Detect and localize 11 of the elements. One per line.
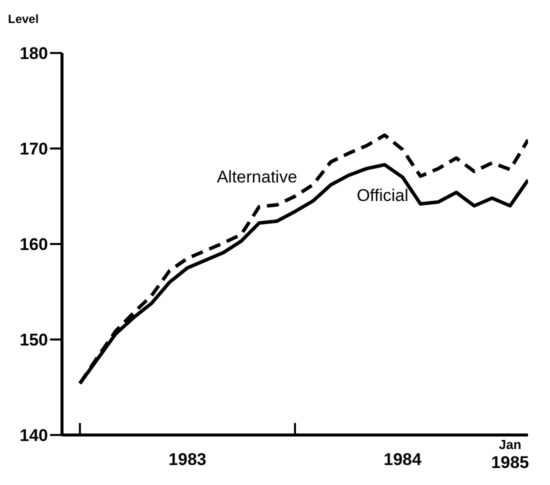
y-tick-label: 170 [20, 140, 48, 159]
y-tick-label: 180 [20, 44, 48, 64]
y-axis-title: Level [8, 12, 39, 26]
x-tick-label: 1983 [168, 450, 206, 469]
series-label: Official [356, 186, 408, 206]
y-tick-label: 150 [20, 330, 48, 350]
x-tick-label: 1984 [384, 450, 422, 469]
x-tick-label: Jan 1985 [491, 437, 529, 472]
y-tick-label: 160 [20, 235, 48, 254]
y-tick-label: 140 [20, 426, 48, 446]
series-label: Alternative [216, 167, 298, 186]
